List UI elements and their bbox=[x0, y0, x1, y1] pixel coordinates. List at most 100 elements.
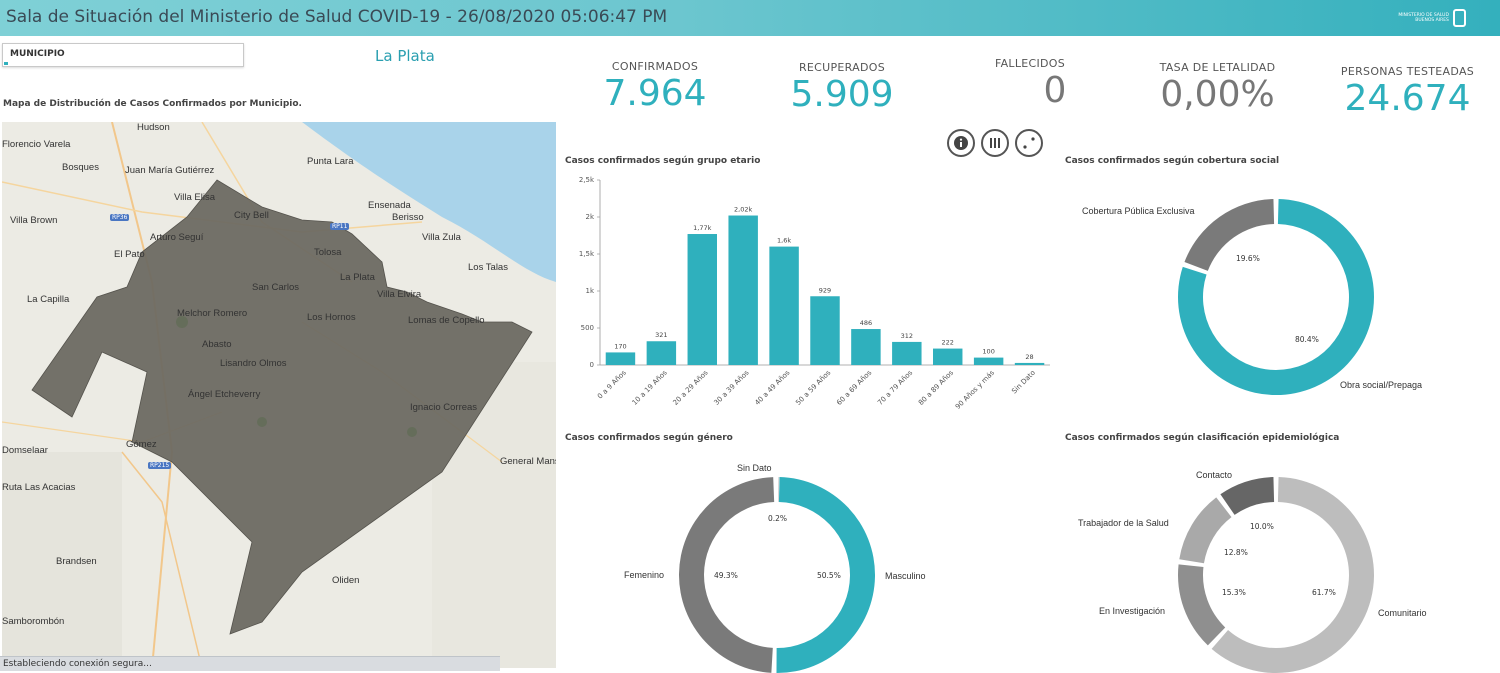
donut-label: Contacto bbox=[1196, 470, 1233, 480]
info-icon bbox=[954, 136, 968, 150]
donut-label: En Investigación bbox=[1099, 606, 1166, 616]
age-bar[interactable] bbox=[646, 341, 677, 365]
age-bar[interactable] bbox=[933, 348, 963, 365]
donut-label: Comunitario bbox=[1378, 608, 1427, 618]
bar-value-label: 170 bbox=[614, 342, 626, 350]
map-view[interactable]: Hudson Florencio Varela Bosques Juan Mar… bbox=[2, 122, 556, 668]
donut-pct: 80.4% bbox=[1295, 335, 1319, 344]
x-tick-label: Sin Dato bbox=[1010, 369, 1037, 396]
map-place-label: San Carlos bbox=[252, 282, 299, 293]
y-tick-label: 2k bbox=[585, 213, 594, 221]
map-place-label: Florencio Varela bbox=[2, 139, 71, 150]
x-tick-label: 10 a 19 Años bbox=[631, 369, 669, 407]
map-place-label: Brandsen bbox=[56, 556, 97, 567]
kpi-value: 0 bbox=[1043, 70, 1067, 111]
bar-value-label: 486 bbox=[860, 319, 872, 327]
map-place-label: Ensenada bbox=[368, 200, 411, 211]
bar-value-label: 321 bbox=[655, 331, 667, 339]
kpi-recuperados: RECUPERADOS 5.909 bbox=[772, 61, 912, 116]
donut-slice[interactable] bbox=[1179, 497, 1232, 564]
y-tick-label: 0 bbox=[590, 361, 594, 369]
kpi-label: CONFIRMADOS bbox=[611, 60, 699, 73]
x-tick-label: 50 a 59 Años bbox=[794, 369, 832, 407]
age-bar-chart[interactable]: 0 500 1k 1,5k 2k 2,5k 170 0 a 9 Años 321 10 a 19 … bbox=[560, 170, 1060, 410]
donut-slice[interactable] bbox=[777, 477, 780, 503]
map-place-label: La Capilla bbox=[27, 294, 70, 305]
selected-municipio[interactable]: La Plata bbox=[375, 47, 435, 65]
age-bar[interactable] bbox=[769, 246, 799, 365]
columns-icon bbox=[990, 138, 1000, 148]
map-place-label: Berisso bbox=[392, 212, 424, 223]
map-place-label: El Pato bbox=[114, 249, 145, 260]
map-place-label: Hudson bbox=[137, 122, 170, 133]
age-bar[interactable] bbox=[605, 352, 636, 365]
bar-value-label: 100 bbox=[982, 348, 994, 356]
map-green-patch bbox=[407, 427, 417, 437]
x-tick-label: 0 a 9 Años bbox=[596, 369, 628, 401]
header-bar: Sala de Situación del Ministerio de Salu… bbox=[0, 0, 1500, 36]
donut-label: Obra social/Prepaga bbox=[1340, 380, 1423, 390]
kpi-label: RECUPERADOS bbox=[798, 61, 886, 74]
map-place-label: Los Hornos bbox=[307, 312, 356, 323]
map-place-label: Villa Elisa bbox=[174, 192, 216, 203]
age-bar[interactable] bbox=[728, 215, 758, 365]
gender-donut-chart[interactable] bbox=[679, 477, 875, 673]
y-tick-label: 1,5k bbox=[579, 250, 595, 258]
donut-pct: 15.3% bbox=[1222, 588, 1246, 597]
municipio-filter[interactable]: MUNICIPIO bbox=[2, 43, 244, 67]
coverage-chart-title: Casos confirmados según cobertura social bbox=[1065, 156, 1280, 166]
age-bar[interactable] bbox=[687, 234, 717, 365]
scatter-button[interactable] bbox=[1015, 129, 1043, 157]
x-tick-label: 40 a 49 Años bbox=[753, 369, 791, 407]
donut-slice[interactable] bbox=[1211, 477, 1374, 673]
kpi-fallecidos: FALLECIDOS 0 bbox=[960, 57, 1100, 112]
age-bar[interactable] bbox=[1014, 362, 1045, 365]
map-place-label: Punta Lara bbox=[307, 156, 354, 167]
status-text: Estableciendo conexión segura... bbox=[3, 659, 152, 669]
donut-pct: 61.7% bbox=[1312, 588, 1336, 597]
donut-slice[interactable] bbox=[1184, 199, 1275, 271]
donut-pct: 49.3% bbox=[714, 571, 738, 580]
map-place-label: Villa Zula bbox=[422, 232, 461, 243]
donut-slice[interactable] bbox=[776, 477, 875, 673]
donut-pct: 12.8% bbox=[1224, 548, 1248, 557]
bar-value-label: 222 bbox=[942, 339, 954, 347]
donut-label: Sin Dato bbox=[737, 463, 772, 473]
age-bar[interactable] bbox=[810, 296, 840, 365]
x-tick-label: 20 a 29 Años bbox=[672, 369, 710, 407]
donut-slice[interactable] bbox=[1178, 564, 1226, 646]
x-tick-label: 70 a 79 Años bbox=[876, 369, 914, 407]
kpi-label: PERSONAS TESTEADAS bbox=[1340, 65, 1475, 78]
bar-value-label: 28 bbox=[1025, 353, 1033, 361]
coverage-donut-chart[interactable] bbox=[1176, 197, 1376, 397]
classification-donut-chart[interactable] bbox=[1178, 477, 1374, 673]
map-place-label: Lisandro Olmos bbox=[220, 358, 287, 369]
municipio-la-plata-region[interactable] bbox=[31, 179, 533, 635]
map-canvas[interactable] bbox=[2, 122, 556, 668]
age-chart-title: Casos confirmados según grupo etario bbox=[565, 156, 761, 166]
filter-label: MUNICIPIO bbox=[10, 49, 65, 59]
age-bar[interactable] bbox=[851, 329, 881, 365]
map-place-label: General Mansilla bbox=[500, 456, 556, 467]
donut-slice[interactable] bbox=[1220, 477, 1275, 515]
map-place-label: Gómez bbox=[126, 439, 157, 450]
logo-text: MINISTERIO DE SALUD BUENOS AIRES bbox=[1398, 13, 1449, 23]
kpi-label: FALLECIDOS bbox=[994, 57, 1066, 70]
donut-label: Femenino bbox=[624, 570, 665, 580]
map-place-label: Oliden bbox=[332, 575, 360, 586]
route-badge: RP36 bbox=[110, 214, 130, 221]
donut-slice[interactable] bbox=[679, 477, 775, 673]
y-tick-label: 2,5k bbox=[579, 176, 595, 184]
age-bar[interactable] bbox=[892, 341, 922, 365]
map-place-label: City Bell bbox=[234, 210, 269, 221]
info-button[interactable] bbox=[947, 129, 975, 157]
kpi-value: 24.674 bbox=[1344, 78, 1471, 119]
map-place-label: Domselaar bbox=[2, 445, 48, 456]
age-bar[interactable] bbox=[973, 357, 1004, 365]
kpi-label: TASA DE LETALIDAD bbox=[1159, 61, 1276, 74]
route-badge: RP215 bbox=[148, 462, 172, 469]
columns-button[interactable] bbox=[981, 129, 1009, 157]
map-title: Mapa de Distribución de Casos Confirmado… bbox=[3, 99, 302, 109]
x-tick-label: 90 Años y más bbox=[954, 369, 996, 410]
kpi-value: 0,00% bbox=[1160, 74, 1275, 115]
